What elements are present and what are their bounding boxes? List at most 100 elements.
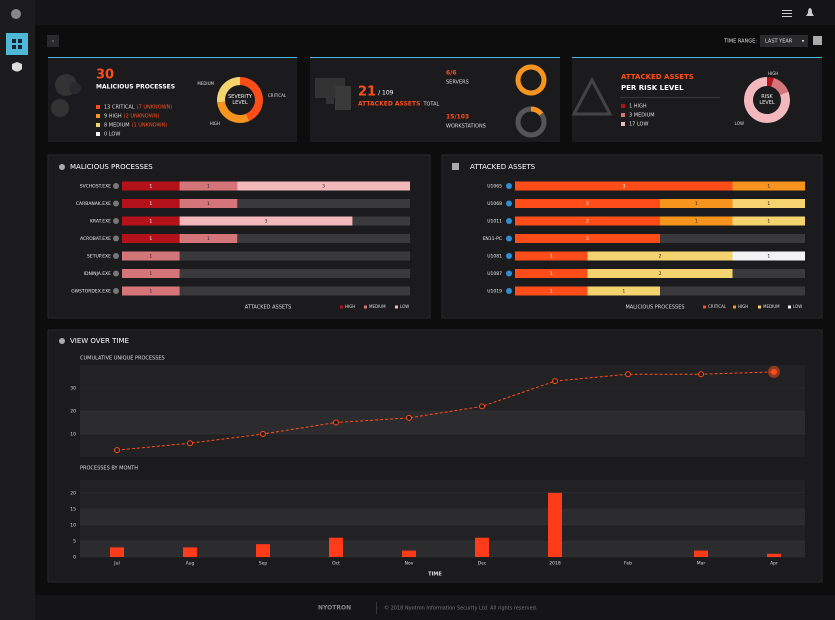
bar	[767, 553, 781, 557]
x-tick-label: Oct	[332, 561, 340, 567]
axis-label: TIME	[428, 572, 442, 578]
legend-swatch	[96, 114, 100, 118]
sidebar	[0, 0, 35, 620]
donut-callout: LOW	[735, 121, 744, 126]
bar-label: 3	[265, 219, 268, 225]
panel-title: VIEW OVER TIME	[70, 337, 129, 345]
shield-nav[interactable]	[12, 62, 22, 72]
card	[572, 57, 822, 142]
legend-swatch	[340, 305, 343, 309]
legend-label: CRITICAL	[708, 304, 727, 309]
row-icon	[113, 235, 119, 242]
bar-segment	[179, 234, 238, 243]
bar-track	[122, 251, 410, 261]
bar-label: 1	[550, 289, 553, 295]
bar-segment	[732, 251, 805, 261]
settings-icon[interactable]	[782, 10, 792, 17]
x-tick-label: Sep	[259, 561, 268, 567]
donut-callout: CRITICAL	[268, 93, 287, 98]
time-range-select[interactable]	[760, 35, 808, 47]
dropdown-arrow: ▾	[802, 39, 805, 45]
bar-segment	[179, 216, 353, 226]
donut-callout: HIGH	[768, 71, 778, 76]
bar-label: 1	[695, 201, 698, 207]
bar-segment	[122, 216, 180, 226]
category-label: ACROBAT.EXE	[80, 236, 111, 242]
legend-label: LOW	[793, 304, 802, 309]
line-marker	[406, 414, 412, 421]
bar	[110, 547, 124, 557]
x-tick-label: Jul	[113, 561, 119, 567]
x-tick-label: Nov	[405, 561, 414, 567]
card-border	[310, 57, 560, 58]
risk-item: 3 MEDIUM	[629, 113, 655, 119]
category-label: U1081	[487, 254, 502, 260]
bar-label: 1	[149, 184, 152, 190]
legend-swatch	[96, 123, 100, 127]
bar-segment	[122, 251, 180, 261]
row-icon	[506, 218, 512, 224]
panel-icon	[59, 338, 65, 344]
bar-label: 1	[149, 289, 152, 295]
bar-segment	[732, 181, 805, 191]
bar-segment	[660, 199, 733, 208]
row-icon	[113, 270, 119, 277]
bar-segment	[237, 181, 410, 191]
category-label: SETUP.EXE	[87, 254, 111, 260]
legend-swatch	[96, 105, 100, 109]
category-label: U1065	[487, 184, 502, 190]
bar-label: 1	[622, 289, 625, 295]
x-tick-label: Mar	[697, 561, 706, 567]
axis-label: MALICIOUS PROCESSES	[625, 305, 684, 311]
line	[116, 371, 775, 451]
row-icon	[506, 253, 512, 259]
category-label: U1068	[487, 201, 502, 207]
bar-label: 1	[207, 184, 210, 190]
bell-icon[interactable]	[806, 8, 814, 16]
bar-label: 1	[550, 271, 553, 277]
x-tick-label: 2018	[549, 561, 561, 567]
dashboard-nav[interactable]	[6, 33, 28, 55]
y-tick-label: 10	[70, 522, 76, 528]
donut-segment	[531, 106, 544, 116]
legend-swatch	[758, 305, 761, 309]
legend-swatch	[621, 104, 625, 108]
footer	[35, 595, 835, 620]
line-marker	[771, 368, 777, 375]
total-label: TOTAL	[422, 102, 439, 108]
severity-item: 9 HIGH	[104, 114, 122, 120]
x-tick-label: Feb	[624, 561, 632, 567]
line-marker	[698, 371, 704, 378]
bar-label: 1	[149, 254, 152, 260]
bar	[694, 550, 708, 557]
donut-segment	[217, 101, 250, 123]
legend-label: LOW	[400, 304, 409, 309]
chart-title: CUMULATIVE UNIQUE PROCESSES	[80, 356, 165, 362]
panel-title: ATTACKED ASSETS	[470, 163, 536, 171]
row-icon	[113, 200, 119, 207]
donut-label: RISK LEVEL	[759, 94, 775, 106]
row-icon	[113, 183, 119, 189]
category-label: GWSTORDEX.EXE	[71, 289, 111, 295]
grid-band	[80, 508, 805, 525]
bar-segment	[122, 181, 180, 191]
bar-segment	[587, 251, 733, 261]
time-range-label: TIME RANGE:	[723, 39, 757, 45]
severity-item: 13 CRITICAL	[104, 105, 135, 111]
bar-label: 3	[622, 184, 625, 190]
bar-segment	[515, 286, 588, 296]
bar-segment	[587, 269, 733, 278]
legend-label: MEDIUM	[369, 304, 386, 309]
bar-label: 2	[586, 219, 589, 225]
bar-label: 1	[695, 219, 698, 225]
risk-item: 17 LOW	[629, 122, 648, 128]
back-button[interactable]	[47, 35, 59, 47]
calendar-button[interactable]	[813, 36, 822, 45]
row-icon	[506, 288, 512, 294]
x-tick-label: Apr	[770, 561, 778, 567]
bar-label: 1	[149, 201, 152, 207]
bar-segment	[587, 286, 660, 296]
bar-label: 1	[550, 254, 553, 260]
gears-icon	[51, 74, 81, 117]
total: / 109	[378, 90, 394, 97]
